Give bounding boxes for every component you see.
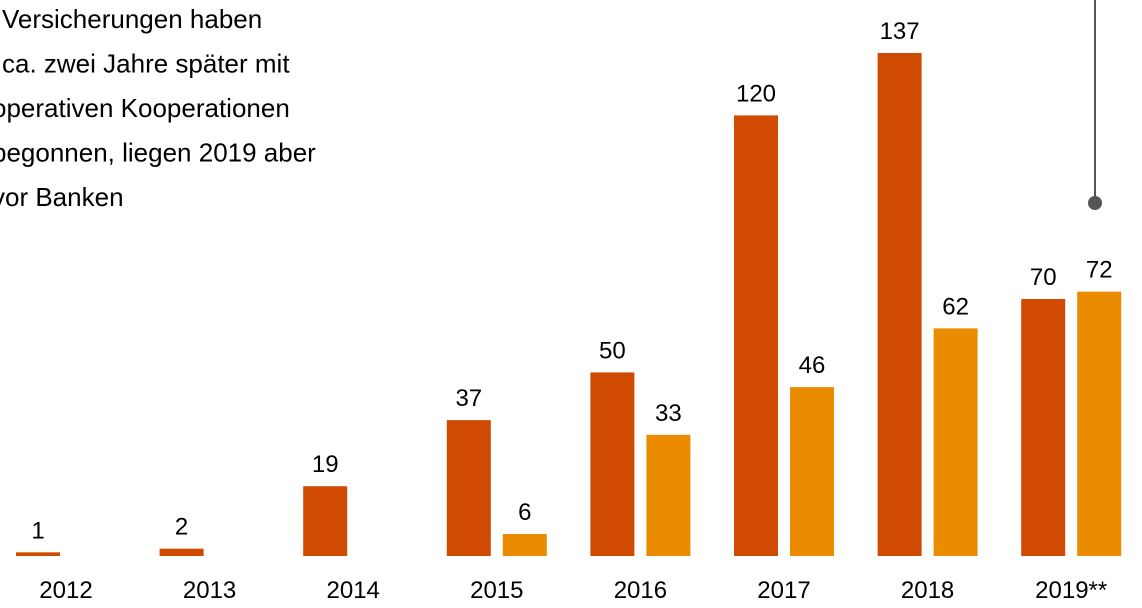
annotation-line: ca. zwei Jahre später mit bbox=[2, 49, 290, 79]
data-label: 19 bbox=[312, 451, 339, 478]
x-tick-label: 2013 bbox=[183, 577, 236, 604]
bar bbox=[646, 434, 691, 556]
annotation-line: Versicherungen haben bbox=[2, 4, 262, 34]
bar bbox=[1021, 298, 1066, 556]
bar bbox=[16, 552, 60, 556]
data-label: 37 bbox=[455, 385, 482, 412]
bar bbox=[303, 486, 348, 556]
data-label: 72 bbox=[1086, 257, 1113, 284]
data-label: 33 bbox=[655, 400, 682, 427]
data-label: 120 bbox=[736, 80, 776, 107]
data-label: 62 bbox=[942, 293, 969, 320]
bar bbox=[734, 115, 778, 556]
bar bbox=[1077, 291, 1122, 556]
x-tick-label: 2012 bbox=[39, 577, 92, 604]
data-label: 137 bbox=[880, 18, 920, 45]
x-tick-label: 2015 bbox=[470, 577, 523, 604]
leader-dot bbox=[1088, 196, 1102, 210]
bar bbox=[502, 533, 547, 556]
x-tick-label: 2019** bbox=[1035, 577, 1107, 604]
annotation-line: vor Banken bbox=[0, 182, 124, 212]
annotation-line: operativen Kooperationen bbox=[0, 93, 290, 123]
bar bbox=[933, 328, 978, 556]
data-label: 1 bbox=[31, 517, 44, 544]
x-tick-label: 2018 bbox=[901, 577, 954, 604]
data-label: 46 bbox=[799, 352, 826, 379]
data-label: 70 bbox=[1030, 264, 1057, 291]
data-label: 50 bbox=[599, 337, 626, 364]
bar bbox=[446, 420, 491, 556]
x-tick-label: 2017 bbox=[757, 577, 810, 604]
bar bbox=[590, 372, 635, 556]
bar bbox=[159, 548, 204, 556]
x-tick-label: 2016 bbox=[614, 577, 667, 604]
data-label: 2 bbox=[175, 514, 188, 541]
x-tick-label: 2014 bbox=[327, 577, 380, 604]
annotation-line: begonnen, liegen 2019 aber bbox=[0, 138, 316, 168]
bar bbox=[790, 387, 834, 556]
bar bbox=[877, 53, 922, 556]
data-label: 6 bbox=[518, 499, 531, 526]
